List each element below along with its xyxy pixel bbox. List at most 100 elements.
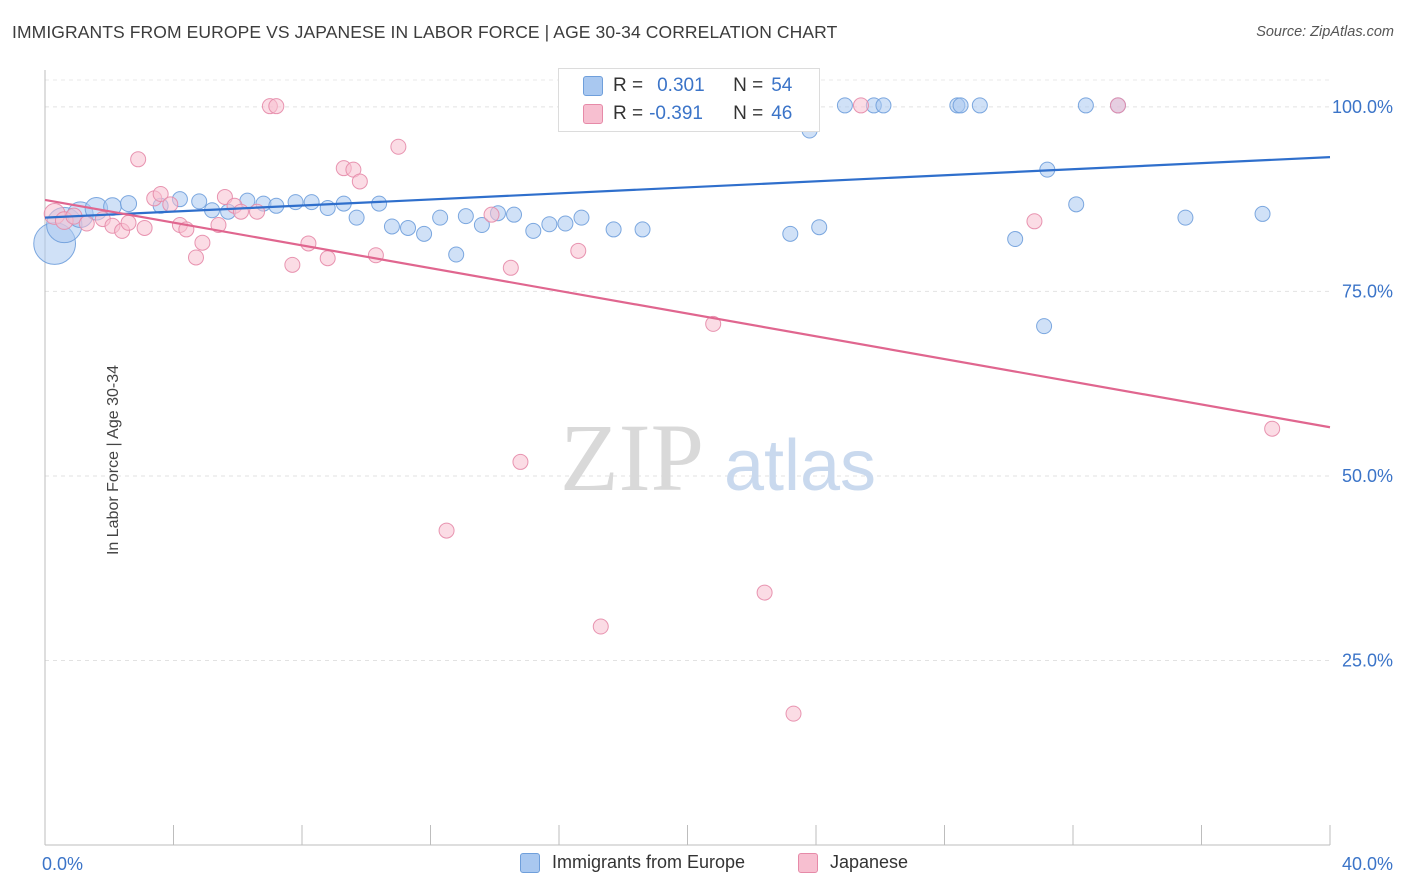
x-tick-label-1: 40.0% xyxy=(1342,854,1393,874)
point-japanese-39 xyxy=(756,584,773,601)
point-japanese-26 xyxy=(319,250,336,267)
point-europe-23 xyxy=(432,209,449,226)
point-japanese-7 xyxy=(120,214,137,231)
point-japanese-23 xyxy=(268,98,285,115)
point-japanese-41 xyxy=(852,97,869,114)
legend-row-europe: R = 0.301 N = 54 xyxy=(583,75,792,97)
series-legend-europe[interactable]: Immigrants from Europe xyxy=(520,852,745,873)
point-europe-31 xyxy=(557,215,574,232)
tick-labels: 25.0% 50.0% 75.0% 100.0% 0.0% 40.0% xyxy=(42,97,1393,874)
chart-source: Source: ZipAtlas.com xyxy=(1256,24,1394,40)
point-europe-25 xyxy=(457,208,474,225)
point-europe-18 xyxy=(348,209,365,226)
point-japanese-44 xyxy=(1264,420,1281,437)
point-japanese-32 xyxy=(438,522,455,539)
point-europe-8 xyxy=(191,193,208,210)
point-europe-29 xyxy=(525,222,542,239)
point-japanese-25 xyxy=(300,235,317,252)
y-tick-label-1: 50.0% xyxy=(1342,466,1393,486)
trend-lines xyxy=(44,155,1331,429)
point-japanese-33 xyxy=(483,206,500,223)
point-japanese-29 xyxy=(351,173,368,190)
legend-n-value-europe: 54 xyxy=(771,75,793,96)
point-europe-14 xyxy=(287,194,304,211)
point-japanese-8 xyxy=(130,151,147,168)
point-japanese-11 xyxy=(152,186,169,202)
y-tick-label-0: 25.0% xyxy=(1342,650,1393,670)
point-japanese-16 xyxy=(194,234,211,251)
point-europe-26 xyxy=(473,217,490,233)
point-japanese-35 xyxy=(512,453,529,470)
point-europe-34 xyxy=(634,221,651,238)
series-legend-swatch-japanese xyxy=(798,852,818,873)
point-japanese-34 xyxy=(502,259,519,276)
watermark-atlas: atlas xyxy=(724,426,876,506)
point-europe-42 xyxy=(875,97,892,114)
point-europe-50 xyxy=(1177,209,1194,226)
point-japanese-31 xyxy=(390,138,407,155)
y-axis-label: In Labor Force | Age 30-34 xyxy=(105,364,123,556)
point-europe-38 xyxy=(811,219,828,236)
y-tick-label-3: 100.0% xyxy=(1332,97,1393,117)
point-japanese-43 xyxy=(1109,97,1126,114)
point-japanese-37 xyxy=(592,618,609,635)
point-europe-51 xyxy=(1254,205,1271,222)
point-europe-21 xyxy=(400,219,417,236)
point-japanese-38 xyxy=(705,315,722,332)
point-europe-20 xyxy=(383,218,400,235)
point-europe-44 xyxy=(971,97,988,114)
legend-n-label: N = xyxy=(733,75,764,96)
point-europe-33 xyxy=(605,221,622,238)
chart-title: IMMIGRANTS FROM EUROPE VS JAPANESE IN LA… xyxy=(12,22,838,42)
legend-row-japanese: R = -0.391 N = 46 xyxy=(583,103,792,125)
y-tick-label-2: 75.0% xyxy=(1342,281,1393,301)
point-europe-15 xyxy=(303,194,320,211)
point-japanese-15 xyxy=(187,249,204,266)
legend-r-label: R = xyxy=(613,75,644,96)
legend-n-label: N = xyxy=(733,103,764,124)
point-europe-47 xyxy=(1068,196,1085,213)
point-europe-32 xyxy=(573,209,590,226)
stats-legend: R = 0.301 N = 54 R = -0.391 N = 46 xyxy=(558,68,820,132)
legend-n-value-japanese: 46 xyxy=(771,103,793,124)
series-legend: Immigrants from Europe Japanese xyxy=(0,852,1406,878)
legend-r-label: R = xyxy=(613,103,644,124)
point-japanese-42 xyxy=(1026,213,1043,230)
point-europe-30 xyxy=(541,216,558,233)
series-legend-label-europe: Immigrants from Europe xyxy=(552,852,746,872)
series-legend-japanese[interactable]: Japanese xyxy=(798,852,908,873)
trend-line-japanese xyxy=(44,198,1331,429)
point-europe-45 xyxy=(1007,231,1024,248)
point-japanese-30 xyxy=(367,247,384,264)
point-japanese-9 xyxy=(136,219,153,236)
legend-swatch-europe xyxy=(583,76,603,96)
legend-r-value-europe: 0.301 xyxy=(657,75,705,96)
watermark: ZIP atlas xyxy=(560,404,876,511)
point-europe-40 xyxy=(836,97,853,114)
point-japanese-17 xyxy=(210,217,227,233)
axes xyxy=(44,70,1331,846)
watermark-zip: ZIP xyxy=(560,404,704,511)
point-europe-22 xyxy=(416,225,433,242)
trend-line-europe xyxy=(44,155,1331,219)
point-europe-19 xyxy=(371,195,388,212)
point-japanese-3 xyxy=(78,215,95,232)
point-japanese-40 xyxy=(785,705,802,722)
point-japanese-36 xyxy=(570,242,587,259)
series-legend-swatch-europe xyxy=(520,852,540,873)
point-japanese-12 xyxy=(162,196,179,213)
point-europe-16 xyxy=(319,200,336,217)
point-europe-48 xyxy=(1077,97,1094,114)
point-europe-53 xyxy=(1036,318,1053,335)
point-japanese-24 xyxy=(284,256,301,273)
point-europe-24 xyxy=(448,246,465,263)
point-europe-5 xyxy=(119,195,138,213)
legend-r-value-japanese: -0.391 xyxy=(649,103,703,124)
point-europe-37 xyxy=(782,225,799,242)
series-legend-label-japanese: Japanese xyxy=(830,852,909,872)
legend-swatch-japanese xyxy=(583,104,603,124)
point-japanese-20 xyxy=(232,203,249,220)
x-tick-label-0: 0.0% xyxy=(42,854,83,874)
point-europe-52 xyxy=(952,97,969,114)
